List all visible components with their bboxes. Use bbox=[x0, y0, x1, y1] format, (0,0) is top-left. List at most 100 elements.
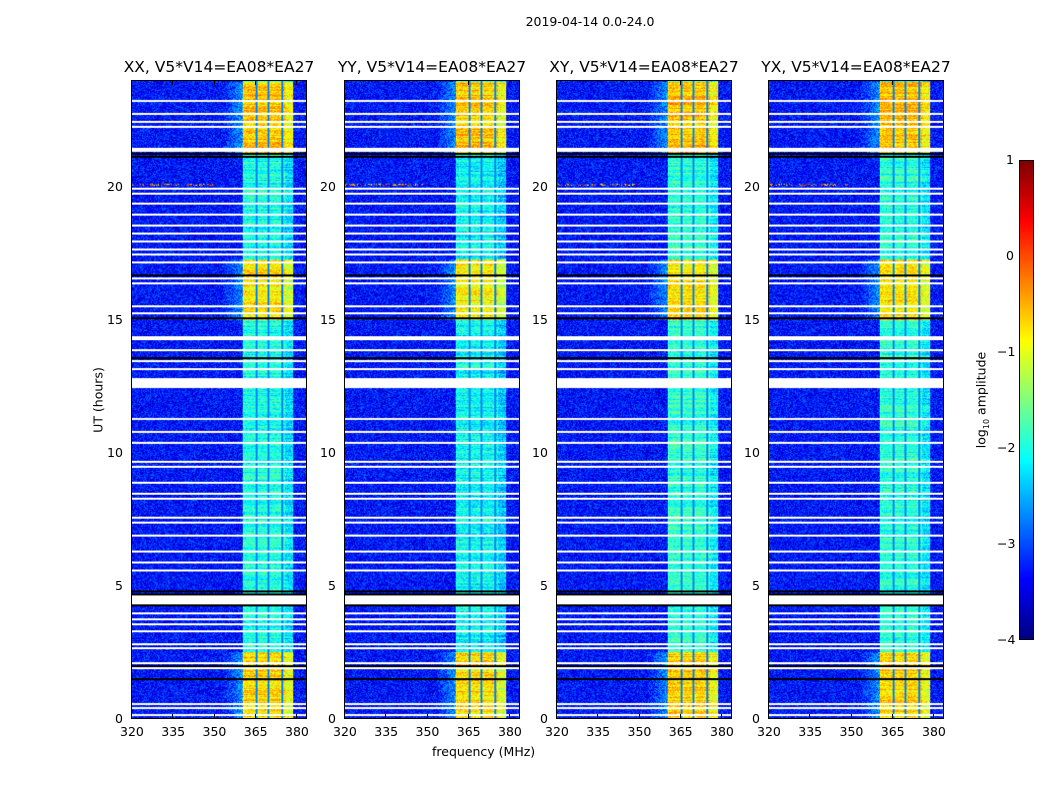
y-tick-label: 10 bbox=[532, 444, 548, 460]
x-tick-mark bbox=[891, 714, 893, 718]
x-tick-mark bbox=[467, 714, 469, 718]
colorbar bbox=[1019, 160, 1034, 640]
x-tick-mark bbox=[809, 714, 811, 718]
y-axis-label: UT (hours) bbox=[90, 367, 106, 433]
x-tick-mark bbox=[721, 81, 722, 85]
panel-title: XY, V5*V14=EA08*EA27 bbox=[549, 58, 739, 76]
colorbar-tick-label: −4 bbox=[997, 632, 1016, 647]
colorbar-label: log10 amplitude bbox=[973, 351, 991, 449]
x-tick-label: 350 bbox=[202, 724, 227, 739]
x-tick-label: 365 bbox=[243, 724, 268, 739]
x-tick-label: 350 bbox=[839, 724, 864, 739]
panel-title: YY, V5*V14=EA08*EA27 bbox=[337, 58, 527, 76]
colorbar-tick-label: 1 bbox=[1006, 152, 1014, 167]
y-tick-label: 10 bbox=[744, 444, 760, 460]
x-tick-label: 320 bbox=[120, 724, 144, 739]
x-tick-mark bbox=[597, 714, 599, 718]
x-tick-label: 320 bbox=[333, 724, 357, 739]
heatmap-axes bbox=[344, 80, 520, 719]
y-tick-label: 5 bbox=[752, 577, 760, 593]
panel-title: YX, V5*V14=EA08*EA27 bbox=[761, 58, 951, 76]
x-tick-mark bbox=[509, 714, 510, 718]
x-tick-label: 380 bbox=[710, 724, 734, 739]
x-tick-label: 320 bbox=[757, 724, 781, 739]
y-tick-label: 5 bbox=[115, 577, 123, 593]
x-axis-label: frequency (MHz) bbox=[432, 744, 536, 759]
heatmap-image bbox=[132, 81, 306, 718]
x-tick-label: 365 bbox=[880, 724, 905, 739]
x-tick-label: 335 bbox=[586, 724, 611, 739]
x-tick-mark bbox=[597, 81, 599, 85]
x-tick-label: 380 bbox=[285, 724, 309, 739]
y-tick-label: 5 bbox=[540, 577, 548, 593]
heatmap-axes bbox=[768, 80, 944, 719]
heatmap-axes bbox=[131, 80, 307, 719]
y-tick-label: 20 bbox=[320, 178, 336, 194]
colorbar-tick-label: −3 bbox=[997, 536, 1016, 551]
colorbar-tick-label: −2 bbox=[997, 440, 1016, 455]
y-tick-label: 10 bbox=[107, 444, 123, 460]
x-tick-mark bbox=[172, 81, 174, 85]
x-tick-mark bbox=[638, 81, 640, 85]
x-tick-mark bbox=[296, 81, 297, 85]
y-tick-label: 0 bbox=[115, 711, 123, 726]
x-tick-mark bbox=[809, 81, 811, 85]
x-tick-mark bbox=[679, 81, 681, 85]
y-tick-label: 15 bbox=[532, 311, 548, 327]
x-tick-label: 335 bbox=[374, 724, 399, 739]
y-tick-label: 20 bbox=[744, 178, 760, 194]
figure-title: 2019-04-14 0.0-24.0 bbox=[525, 14, 655, 29]
x-tick-mark bbox=[679, 714, 681, 718]
heatmap-image bbox=[557, 81, 731, 718]
x-tick-mark bbox=[254, 714, 256, 718]
x-tick-mark bbox=[850, 81, 852, 85]
x-tick-mark bbox=[344, 714, 345, 718]
x-tick-label: 335 bbox=[798, 724, 823, 739]
x-tick-mark bbox=[768, 81, 769, 85]
y-tick-label: 20 bbox=[107, 178, 123, 194]
x-tick-mark bbox=[426, 81, 428, 85]
colorbar-tick-label: −1 bbox=[997, 344, 1016, 359]
x-tick-mark bbox=[213, 714, 215, 718]
x-tick-label: 350 bbox=[627, 724, 652, 739]
x-tick-mark bbox=[172, 714, 174, 718]
colorbar-tick-label: 0 bbox=[1006, 248, 1014, 263]
panel-title: XX, V5*V14=EA08*EA27 bbox=[123, 58, 315, 76]
x-tick-mark bbox=[768, 714, 769, 718]
x-tick-mark bbox=[385, 81, 387, 85]
x-tick-mark bbox=[556, 714, 557, 718]
x-tick-mark bbox=[638, 714, 640, 718]
y-tick-label: 20 bbox=[532, 178, 548, 194]
x-tick-mark bbox=[556, 81, 557, 85]
x-tick-label: 365 bbox=[668, 724, 693, 739]
x-tick-mark bbox=[385, 714, 387, 718]
x-tick-mark bbox=[467, 81, 469, 85]
x-tick-label: 380 bbox=[922, 724, 946, 739]
x-tick-mark bbox=[509, 81, 510, 85]
heatmap-axes bbox=[556, 80, 732, 719]
x-tick-mark bbox=[850, 714, 852, 718]
x-tick-mark bbox=[254, 81, 256, 85]
x-tick-mark bbox=[426, 714, 428, 718]
y-tick-label: 0 bbox=[328, 711, 336, 726]
x-tick-mark bbox=[933, 81, 934, 85]
x-tick-mark bbox=[296, 714, 297, 718]
x-tick-mark bbox=[344, 81, 345, 85]
y-tick-label: 10 bbox=[320, 444, 336, 460]
x-tick-label: 365 bbox=[456, 724, 481, 739]
heatmap-image bbox=[345, 81, 519, 718]
y-tick-label: 0 bbox=[752, 711, 760, 726]
y-tick-label: 15 bbox=[744, 311, 760, 327]
x-tick-label: 320 bbox=[545, 724, 569, 739]
x-tick-mark bbox=[131, 81, 132, 85]
x-tick-mark bbox=[131, 714, 132, 718]
x-tick-label: 350 bbox=[415, 724, 440, 739]
x-tick-mark bbox=[891, 81, 893, 85]
x-tick-label: 335 bbox=[161, 724, 186, 739]
x-tick-mark bbox=[213, 81, 215, 85]
x-tick-mark bbox=[933, 714, 934, 718]
y-tick-label: 15 bbox=[107, 311, 123, 327]
y-tick-label: 5 bbox=[328, 577, 336, 593]
heatmap-image bbox=[769, 81, 943, 718]
x-tick-mark bbox=[721, 714, 722, 718]
